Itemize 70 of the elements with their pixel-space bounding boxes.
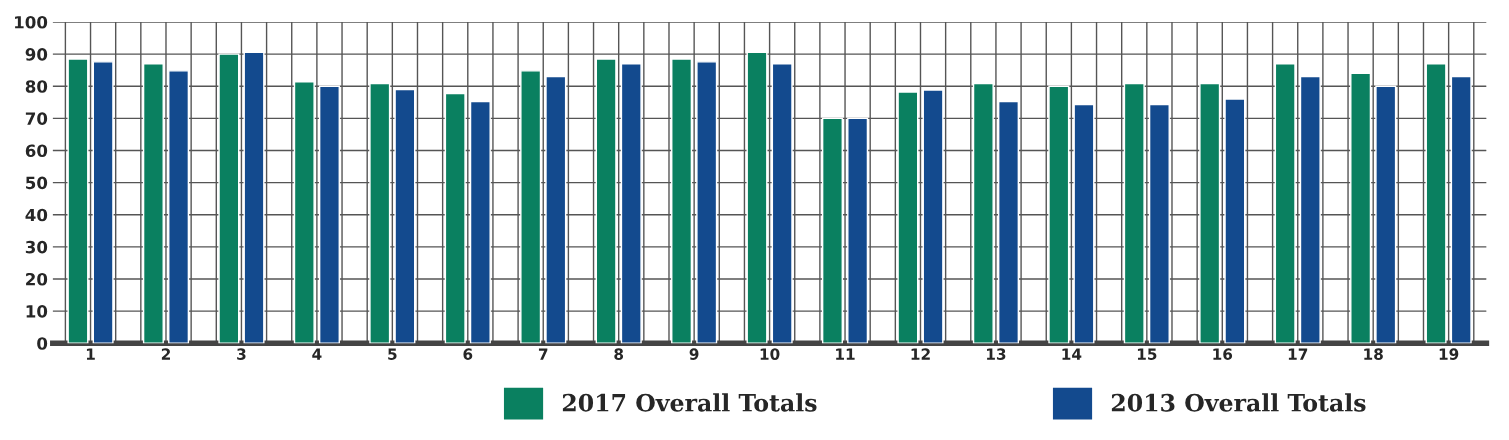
bar [92, 61, 114, 344]
x-tick-label: 11 [836, 348, 855, 360]
y-tick-label: 40 [25, 208, 48, 222]
legend-label: 2013 Overall Totals [1111, 393, 1366, 412]
bar [1375, 85, 1397, 344]
x-tick-label: 6 [463, 348, 473, 360]
x-tick-label: 5 [388, 348, 397, 360]
x-tick-label: 17 [1288, 348, 1308, 360]
y-tick-label: 100 [15, 15, 48, 29]
x-tick-label: 8 [614, 348, 624, 360]
bar [545, 75, 567, 344]
x-tick-label: 19 [1439, 348, 1459, 360]
y-tick-label: 70 [25, 112, 48, 125]
bar [771, 63, 793, 344]
bar [318, 85, 340, 344]
bar [1450, 75, 1472, 344]
bar [142, 63, 164, 344]
legend-label: 2017 Overall Totals [562, 393, 817, 412]
y-tick-label: 90 [25, 48, 48, 61]
y-tick-label: 80 [25, 80, 48, 93]
bar [847, 117, 869, 344]
bar [1224, 98, 1246, 344]
y-tick-label: 20 [26, 272, 48, 286]
bar [1425, 63, 1447, 344]
x-tick-label: 14 [1062, 348, 1082, 360]
y-tick-label: 30 [25, 240, 48, 254]
bar [1274, 63, 1296, 344]
x-tick-label: 7 [538, 348, 548, 360]
bar [1199, 82, 1221, 344]
x-tick-label: 2 [161, 348, 170, 360]
y-tick-label: 50 [26, 176, 48, 190]
bar [444, 92, 466, 344]
bar [168, 70, 190, 344]
bar [1073, 103, 1095, 344]
bar [897, 91, 919, 344]
bar [1148, 103, 1170, 344]
x-tick-label: 18 [1364, 348, 1383, 360]
x-tick-label: 1 [86, 348, 95, 360]
bar [369, 82, 391, 344]
bar [1350, 72, 1372, 344]
bar [67, 58, 89, 344]
bar [1048, 85, 1070, 344]
bar [696, 61, 718, 344]
bar [620, 63, 642, 344]
bar [821, 117, 843, 344]
x-tick-label: 16 [1213, 348, 1233, 360]
x-tick-label: 15 [1137, 348, 1157, 360]
bar [595, 58, 617, 344]
y-tick-label: 60 [25, 144, 48, 158]
bar [998, 100, 1020, 344]
y-tick-label: 0 [37, 337, 48, 350]
x-tick-label: 12 [911, 348, 930, 360]
bar [972, 82, 994, 344]
bar [394, 88, 416, 344]
x-tick-label: 13 [987, 348, 1006, 360]
x-tick-label: 9 [689, 348, 699, 360]
bar [469, 100, 491, 344]
bar [922, 89, 944, 344]
bar [746, 51, 768, 344]
x-tick-label: 10 [760, 348, 780, 360]
bar [218, 53, 240, 344]
bar [671, 58, 693, 344]
bar [1123, 82, 1145, 344]
bar [243, 51, 265, 344]
bar [520, 70, 542, 344]
y-tick-label: 10 [26, 305, 48, 318]
bar [1299, 75, 1321, 344]
bar [293, 81, 315, 344]
x-tick-label: 4 [312, 348, 322, 360]
x-tick-label: 3 [237, 348, 246, 360]
